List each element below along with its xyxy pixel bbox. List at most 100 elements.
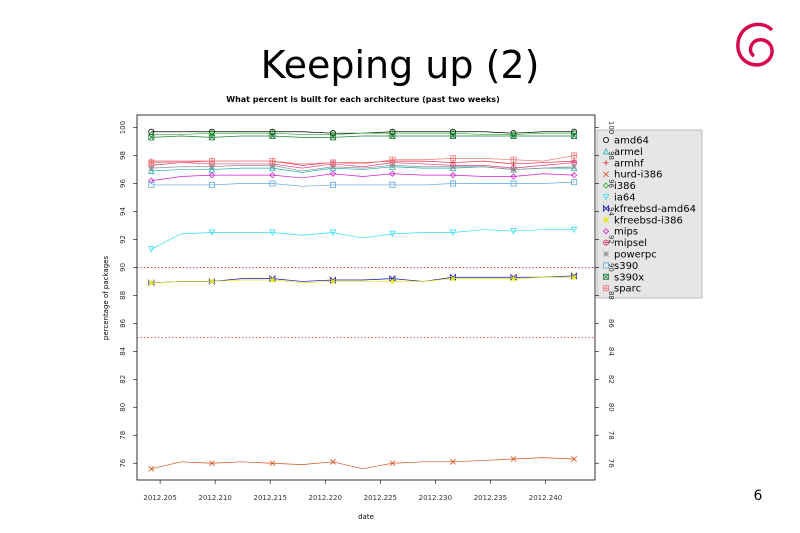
marker [148,167,155,174]
marker [450,163,456,170]
legend-label: armhf [614,158,644,169]
x-tick-label: 2012.225 [364,494,397,502]
y-tick-label: 82 [119,375,127,384]
marker [208,158,215,165]
legend-symbol [602,194,610,201]
marker [208,181,215,188]
y-tick-label: 96 [119,179,127,188]
marker [329,159,336,166]
marker [570,226,578,234]
legend-label: s390x [614,272,644,283]
marker [148,134,155,141]
page-number: 6 [754,488,763,504]
y-tick-label: 100 [607,121,615,134]
series-line [151,229,575,250]
legend-label: sparc [614,284,641,295]
series-line [151,173,575,182]
marker [269,132,276,139]
legend-symbol [603,204,609,212]
marker [510,173,517,180]
marker [510,228,517,235]
y-tick-label: 90 [607,263,615,272]
legend-label: armel [614,147,643,158]
marker [208,278,215,285]
marker [148,465,155,472]
y-tick-label: 88 [119,291,127,300]
marker [269,158,276,165]
y-tick-label: 84 [607,347,615,356]
marker [449,132,456,139]
legend-symbol [602,147,610,155]
marker [269,180,276,187]
y-tick-label: 82 [607,375,615,384]
marker [389,156,396,163]
series-line [151,457,575,470]
x-tick-label: 2012.230 [419,494,452,502]
marker [571,132,578,139]
y-tick-label: 92 [607,235,615,244]
y-tick-label: 76 [607,459,615,468]
marker [510,275,517,282]
plot-frame [136,114,596,481]
marker [329,229,337,236]
legend-symbol [603,262,609,269]
marker [269,171,276,179]
x-tick-label: 2012.220 [309,494,342,502]
marker [389,278,396,285]
y-tick-label: 96 [607,179,615,188]
marker [389,275,396,283]
legend-label: amd64 [614,136,649,147]
slide-title: Keeping up (2) [261,43,540,87]
marker [570,171,578,179]
legend-symbol [603,160,609,166]
series-line [151,132,575,135]
marker [208,134,215,141]
y-tick-label: 76 [119,458,127,467]
legend-label: kfreebsd-i386 [614,215,683,226]
marker [330,163,336,170]
marker [571,274,577,281]
y-tick-label: 86 [119,318,127,327]
legend-symbol [602,182,610,189]
marker [329,181,336,188]
marker [148,177,155,184]
marker [208,163,215,170]
legend-symbol [603,216,609,223]
legend-symbol [603,137,610,143]
marker [208,130,216,137]
marker [208,171,216,179]
marker [449,155,456,162]
marker [510,132,517,139]
legend-label: i386 [614,181,636,192]
marker [148,279,155,286]
marker [329,134,336,141]
legend-label: powerpc [614,250,657,261]
legend-symbol [603,171,609,178]
marker [389,132,396,139]
marker [510,456,517,462]
y-tick-label: 80 [607,403,615,412]
x-tick-label: 2012.210 [198,494,231,502]
series-line [151,275,575,284]
legend-label: ia64 [614,193,636,204]
legend [596,129,703,299]
y-tick-label: 88 [607,291,615,300]
marker [148,246,155,253]
legend-symbol [603,251,609,257]
y-tick-label: 84 [119,346,127,355]
series-line [151,135,575,138]
y-tick-label: 80 [119,403,127,412]
marker [269,229,276,236]
y-tick-label: 98 [607,151,615,160]
x-axis-label: date [358,513,374,521]
logo [736,22,774,67]
legend-label: mipsel [614,238,647,249]
marker [510,166,517,173]
legend-symbol [603,239,610,246]
marker [148,165,155,172]
series-line [151,276,575,284]
y-tick-label: 86 [607,319,615,328]
marker [450,275,456,282]
marker [208,460,215,467]
